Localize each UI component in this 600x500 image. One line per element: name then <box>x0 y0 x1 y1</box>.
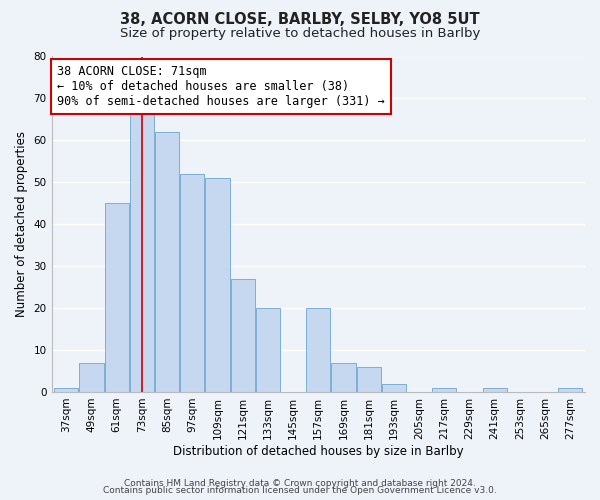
Bar <box>382 384 406 392</box>
Bar <box>79 362 104 392</box>
Text: Contains public sector information licensed under the Open Government Licence v3: Contains public sector information licen… <box>103 486 497 495</box>
Y-axis label: Number of detached properties: Number of detached properties <box>15 131 28 317</box>
Text: Contains HM Land Registry data © Crown copyright and database right 2024.: Contains HM Land Registry data © Crown c… <box>124 478 476 488</box>
Bar <box>104 204 129 392</box>
Bar <box>331 362 356 392</box>
Bar <box>356 367 381 392</box>
Bar <box>205 178 230 392</box>
Bar <box>432 388 457 392</box>
Text: Size of property relative to detached houses in Barlby: Size of property relative to detached ho… <box>120 28 480 40</box>
Text: 38, ACORN CLOSE, BARLBY, SELBY, YO8 5UT: 38, ACORN CLOSE, BARLBY, SELBY, YO8 5UT <box>120 12 480 28</box>
Bar <box>256 308 280 392</box>
Bar <box>130 111 154 392</box>
Bar <box>180 174 205 392</box>
Bar <box>558 388 583 392</box>
Bar <box>306 308 331 392</box>
Bar <box>54 388 79 392</box>
Bar <box>155 132 179 392</box>
Text: 38 ACORN CLOSE: 71sqm
← 10% of detached houses are smaller (38)
90% of semi-deta: 38 ACORN CLOSE: 71sqm ← 10% of detached … <box>57 65 385 108</box>
Bar <box>230 278 255 392</box>
X-axis label: Distribution of detached houses by size in Barlby: Distribution of detached houses by size … <box>173 444 464 458</box>
Bar <box>482 388 507 392</box>
